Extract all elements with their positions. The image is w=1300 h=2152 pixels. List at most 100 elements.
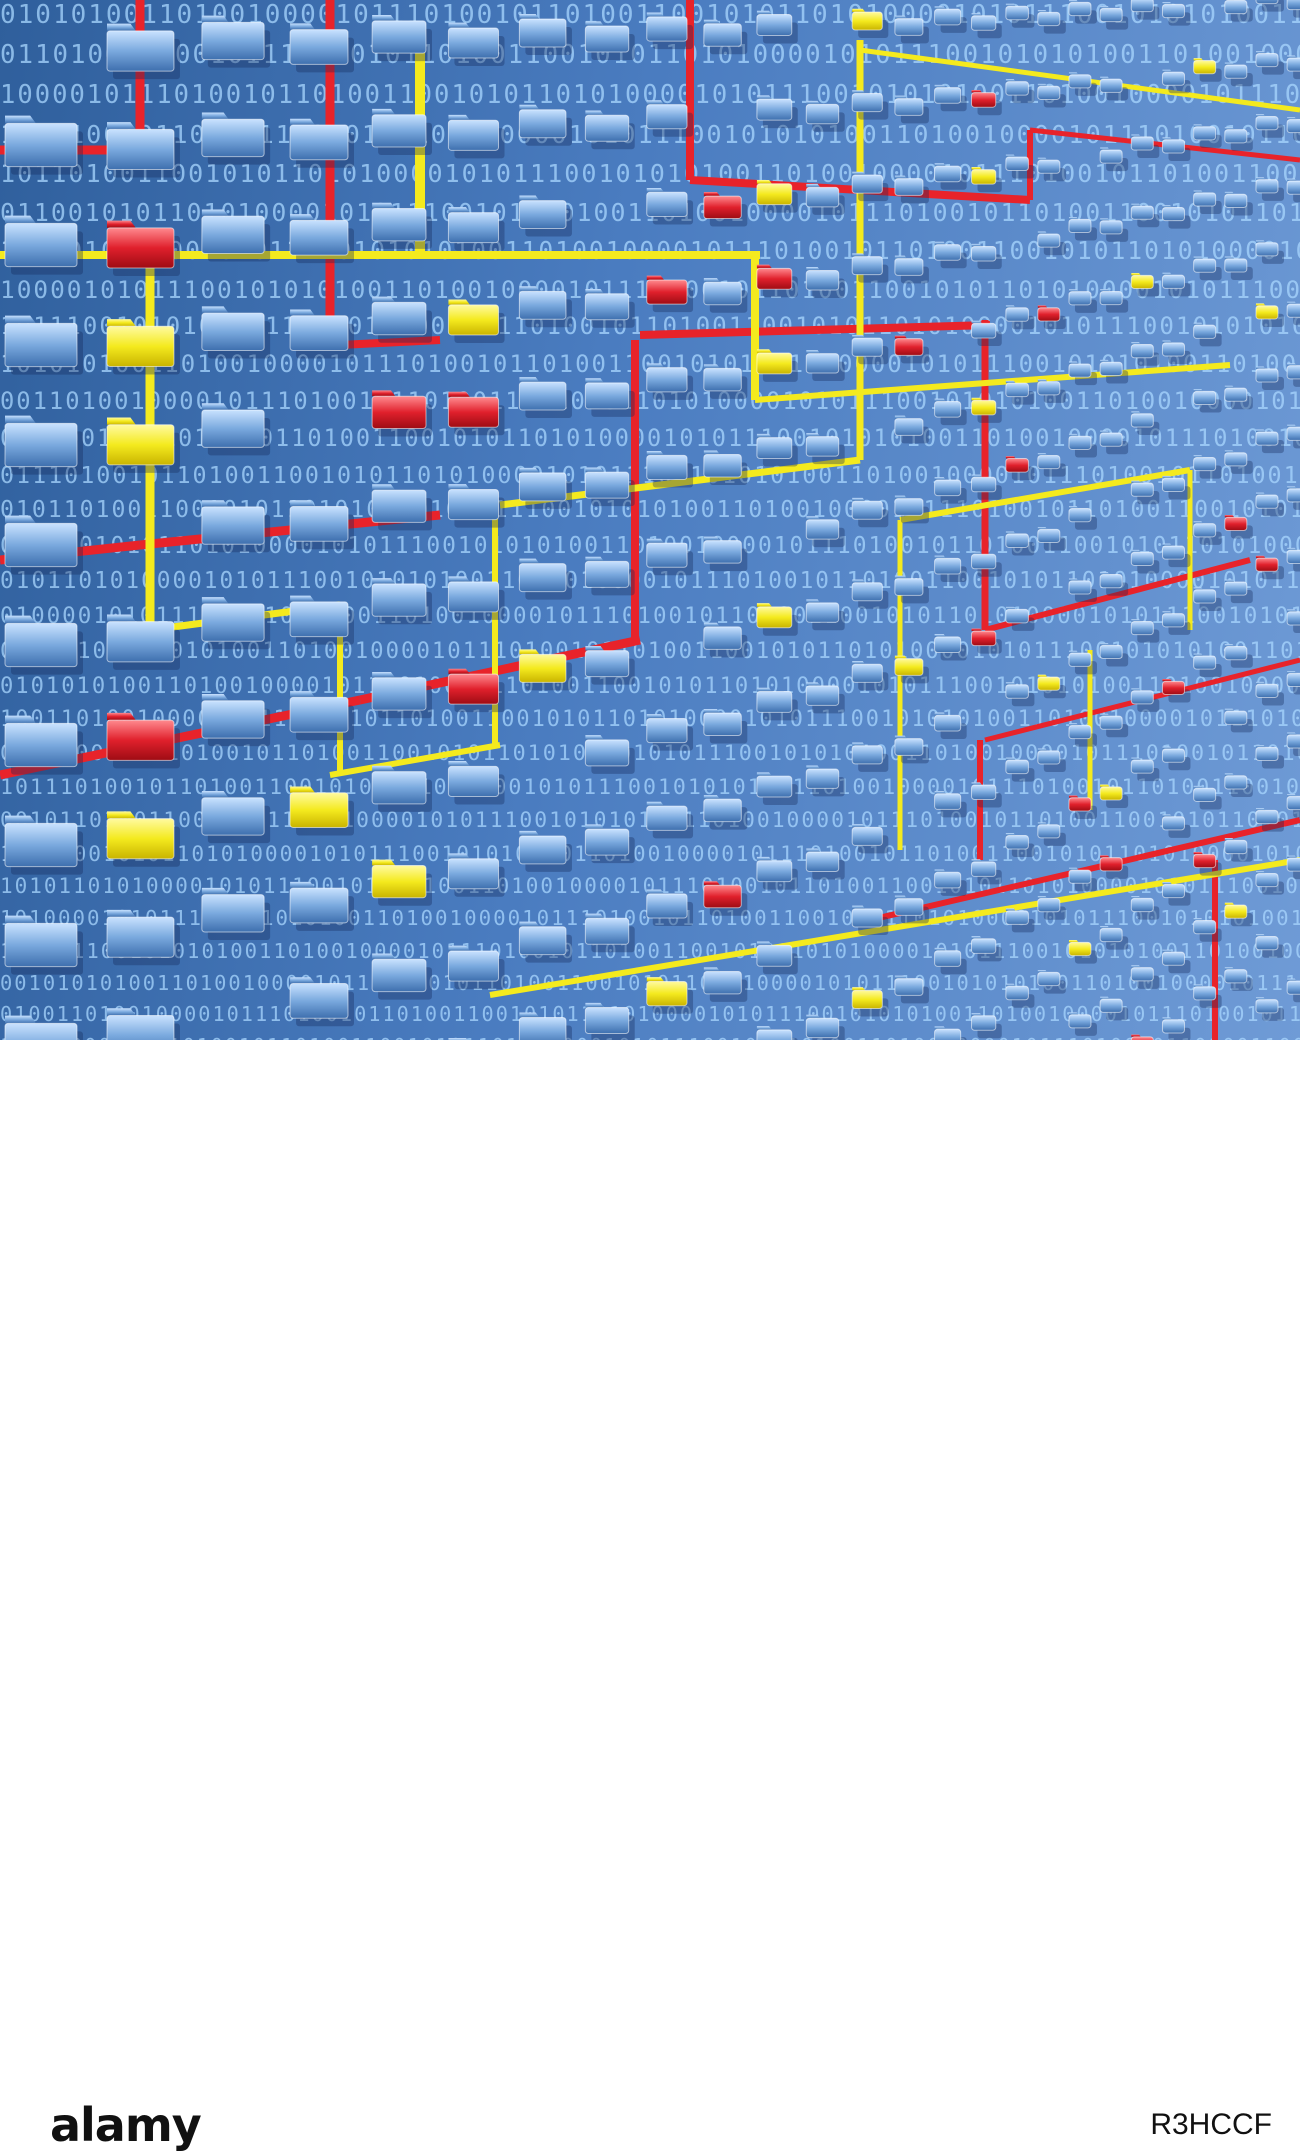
red-folder-icon (1255, 555, 1284, 580)
red-folder-icon (106, 712, 180, 769)
blue-folder-icon (371, 578, 432, 625)
blue-folder-icon (934, 477, 967, 504)
blue-folder-icon (1193, 984, 1222, 1008)
blue-folder-icon (703, 19, 748, 55)
blue-folder-icon (584, 913, 635, 953)
blue-folder-icon (106, 122, 180, 178)
blue-folder-icon (1161, 205, 1191, 229)
blue-folder-icon (201, 500, 271, 553)
blue-folder-icon (1224, 838, 1253, 862)
blue-folder-icon (1224, 773, 1253, 797)
blue-folder-icon (1068, 867, 1097, 892)
blue-folder-icon (1255, 808, 1284, 832)
blue-folder-icon (646, 12, 694, 50)
blue-folder-icon (1099, 6, 1129, 30)
blue-folder-icon (1005, 833, 1035, 857)
blue-folder-icon (4, 215, 83, 275)
blue-folder-icon (851, 824, 889, 854)
blue-folder-icon (1099, 147, 1129, 172)
blue-folder-icon (106, 23, 180, 80)
blue-folder-icon (1005, 606, 1035, 631)
red-folder-icon (756, 264, 798, 298)
blue-folder-icon (1068, 216, 1097, 241)
blue-folder-icon (518, 558, 572, 600)
yellow-folder-icon (447, 299, 505, 343)
connection-line (754, 362, 1231, 403)
blue-folder-icon (1130, 342, 1160, 366)
blue-folder-icon (1193, 653, 1222, 678)
blue-folder-icon (1005, 682, 1035, 707)
blue-folder-icon (447, 576, 505, 620)
blue-folder-icon (1255, 997, 1284, 1021)
red-folder-icon (1193, 852, 1222, 876)
yellow-folder-icon (289, 786, 354, 836)
blue-folder-icon (1255, 429, 1284, 454)
blue-folder-icon (201, 694, 271, 747)
blue-folder-icon (756, 1026, 798, 1040)
blue-folder-icon (1286, 363, 1300, 387)
blue-folder-icon (289, 977, 354, 1027)
blue-folder-icon (1193, 521, 1222, 545)
blue-folder-icon (851, 253, 889, 283)
blue-folder-icon (1193, 124, 1222, 148)
blue-folder-icon (1130, 203, 1160, 228)
blue-folder-icon (1005, 908, 1035, 933)
blue-folder-icon (1037, 10, 1066, 34)
red-folder-icon (1161, 678, 1191, 703)
blue-folder-icon (1286, 794, 1300, 818)
blue-folder-icon (934, 947, 967, 975)
blue-folder-icon (4, 915, 83, 975)
blue-folder-icon (756, 433, 798, 467)
blue-folder-icon (4, 715, 83, 775)
blue-folder-icon (518, 377, 572, 419)
blue-folder-icon (894, 895, 929, 924)
blue-folder-icon (447, 207, 505, 251)
blue-folder-icon (646, 889, 694, 927)
blue-folder-icon (1286, 486, 1300, 510)
blue-folder-icon (1224, 644, 1253, 668)
blue-folder-icon (584, 556, 635, 596)
connection-line (329, 742, 501, 778)
blue-folder-icon (1161, 746, 1191, 771)
blue-folder-icon (106, 614, 180, 670)
blue-folder-icon (201, 15, 271, 68)
blue-folder-icon (1161, 272, 1191, 297)
red-folder-icon (971, 628, 1002, 654)
blue-folder-icon (1224, 62, 1253, 87)
blue-folder-icon (894, 975, 929, 1004)
blue-folder-icon (1255, 0, 1284, 12)
blue-folder-icon (756, 10, 798, 44)
blue-folder-icon (1130, 619, 1160, 643)
blue-folder-icon (934, 555, 967, 583)
blue-folder-icon (646, 801, 694, 839)
blue-folder-icon (289, 309, 354, 359)
yellow-folder-icon (756, 349, 798, 382)
blue-folder-icon (1193, 455, 1222, 479)
blue-folder-icon (894, 175, 929, 204)
blue-folder-icon (1068, 1012, 1097, 1036)
blue-folder-icon (971, 551, 1002, 577)
blue-folder-icon (447, 22, 505, 67)
red-folder-icon (106, 220, 180, 277)
blue-folder-icon (518, 195, 572, 237)
blue-folder-icon (201, 209, 271, 262)
blue-folder-icon (1037, 526, 1066, 551)
blue-folder-icon (447, 484, 505, 528)
blue-folder-icon (971, 782, 1002, 808)
blue-folder-icon (1099, 289, 1129, 313)
blue-folder-icon (1286, 978, 1300, 1003)
blue-folder-icon (1037, 453, 1066, 477)
blue-folder-icon (1005, 757, 1035, 782)
blue-folder-icon (1005, 983, 1035, 1008)
blue-folder-icon (371, 484, 432, 531)
blue-folder-icon (1255, 51, 1284, 75)
blue-folder-icon (703, 278, 748, 313)
blue-folder-icon (371, 953, 432, 1000)
blue-folder-icon (646, 451, 694, 488)
blue-folder-icon (4, 415, 83, 475)
blue-folder-icon (1161, 882, 1191, 906)
red-folder-icon (1037, 305, 1066, 329)
blue-folder-icon (1130, 549, 1160, 574)
yellow-folder-icon (851, 8, 889, 39)
blue-folder-icon (4, 115, 83, 175)
